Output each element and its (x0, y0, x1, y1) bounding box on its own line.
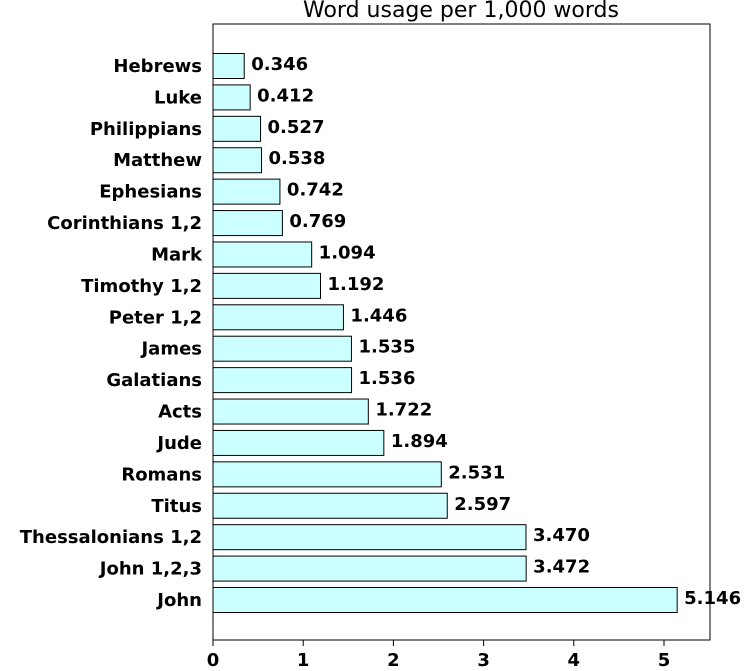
y-tick-label: Galatians (106, 370, 202, 391)
y-tick-label: John 1,2,3 (98, 559, 202, 580)
y-tick-label: James (139, 339, 202, 360)
value-label: 3.472 (533, 557, 590, 578)
bar (212, 492, 448, 519)
bar (212, 272, 322, 299)
bar (212, 367, 353, 394)
value-label: 0.769 (289, 211, 346, 232)
x-tick-label: 5 (658, 650, 671, 671)
value-label: 3.470 (533, 525, 590, 546)
bar (212, 429, 385, 456)
x-tick-label: 3 (477, 650, 490, 671)
y-tick-label: Corinthians 1,2 (47, 213, 202, 234)
y-tick-label: Luke (154, 87, 202, 108)
value-label: 0.412 (257, 85, 314, 106)
x-tick-label: 2 (387, 650, 400, 671)
bar (212, 53, 245, 79)
bar (212, 587, 678, 613)
y-tick-label: Mark (151, 244, 203, 265)
value-label: 5.146 (684, 588, 741, 609)
y-tick-label: Timothy 1,2 (81, 276, 202, 297)
y-tick-label: Hebrews (113, 56, 202, 77)
bar (212, 555, 527, 582)
y-tick-label: Jude (155, 433, 202, 454)
value-label: 1.536 (359, 368, 416, 389)
y-tick-label: Ephesians (99, 182, 202, 203)
value-label: 0.527 (268, 117, 325, 138)
x-tick-label: 4 (568, 650, 581, 671)
bar (212, 335, 352, 362)
bar (212, 241, 313, 268)
bar (212, 147, 263, 174)
value-label: 2.597 (454, 494, 511, 515)
y-tick-label: Matthew (113, 150, 202, 171)
plot-frame (212, 23, 711, 641)
value-label: 0.742 (287, 180, 344, 201)
chart-title: Word usage per 1,000 words (303, 0, 619, 23)
y-tick-label: Philippians (90, 119, 202, 140)
bar (212, 84, 251, 111)
bar (212, 398, 369, 425)
value-label: 1.535 (358, 337, 415, 358)
value-label: 1.446 (350, 305, 407, 326)
value-label: 1.894 (391, 431, 448, 452)
y-tick-label: Thessalonians 1,2 (20, 527, 202, 548)
bar (212, 461, 442, 488)
bar (212, 115, 262, 142)
y-tick-label: Romans (121, 464, 202, 485)
value-label: 2.531 (448, 462, 505, 483)
value-label: 0.538 (269, 148, 326, 169)
value-label: 1.722 (375, 400, 432, 421)
y-tick-label: Peter 1,2 (109, 307, 202, 328)
value-label: 0.346 (251, 54, 308, 75)
x-tick-label: 0 (207, 650, 220, 671)
y-tick-label: John (155, 590, 202, 611)
value-label: 1.192 (328, 274, 385, 295)
value-label: 1.094 (319, 242, 376, 263)
x-tick-label: 1 (297, 650, 310, 671)
bar (212, 210, 283, 237)
bar (212, 178, 281, 205)
y-tick-label: Titus (151, 496, 202, 517)
bar (212, 524, 527, 551)
y-tick-label: Acts (158, 402, 202, 423)
bar (212, 304, 344, 331)
